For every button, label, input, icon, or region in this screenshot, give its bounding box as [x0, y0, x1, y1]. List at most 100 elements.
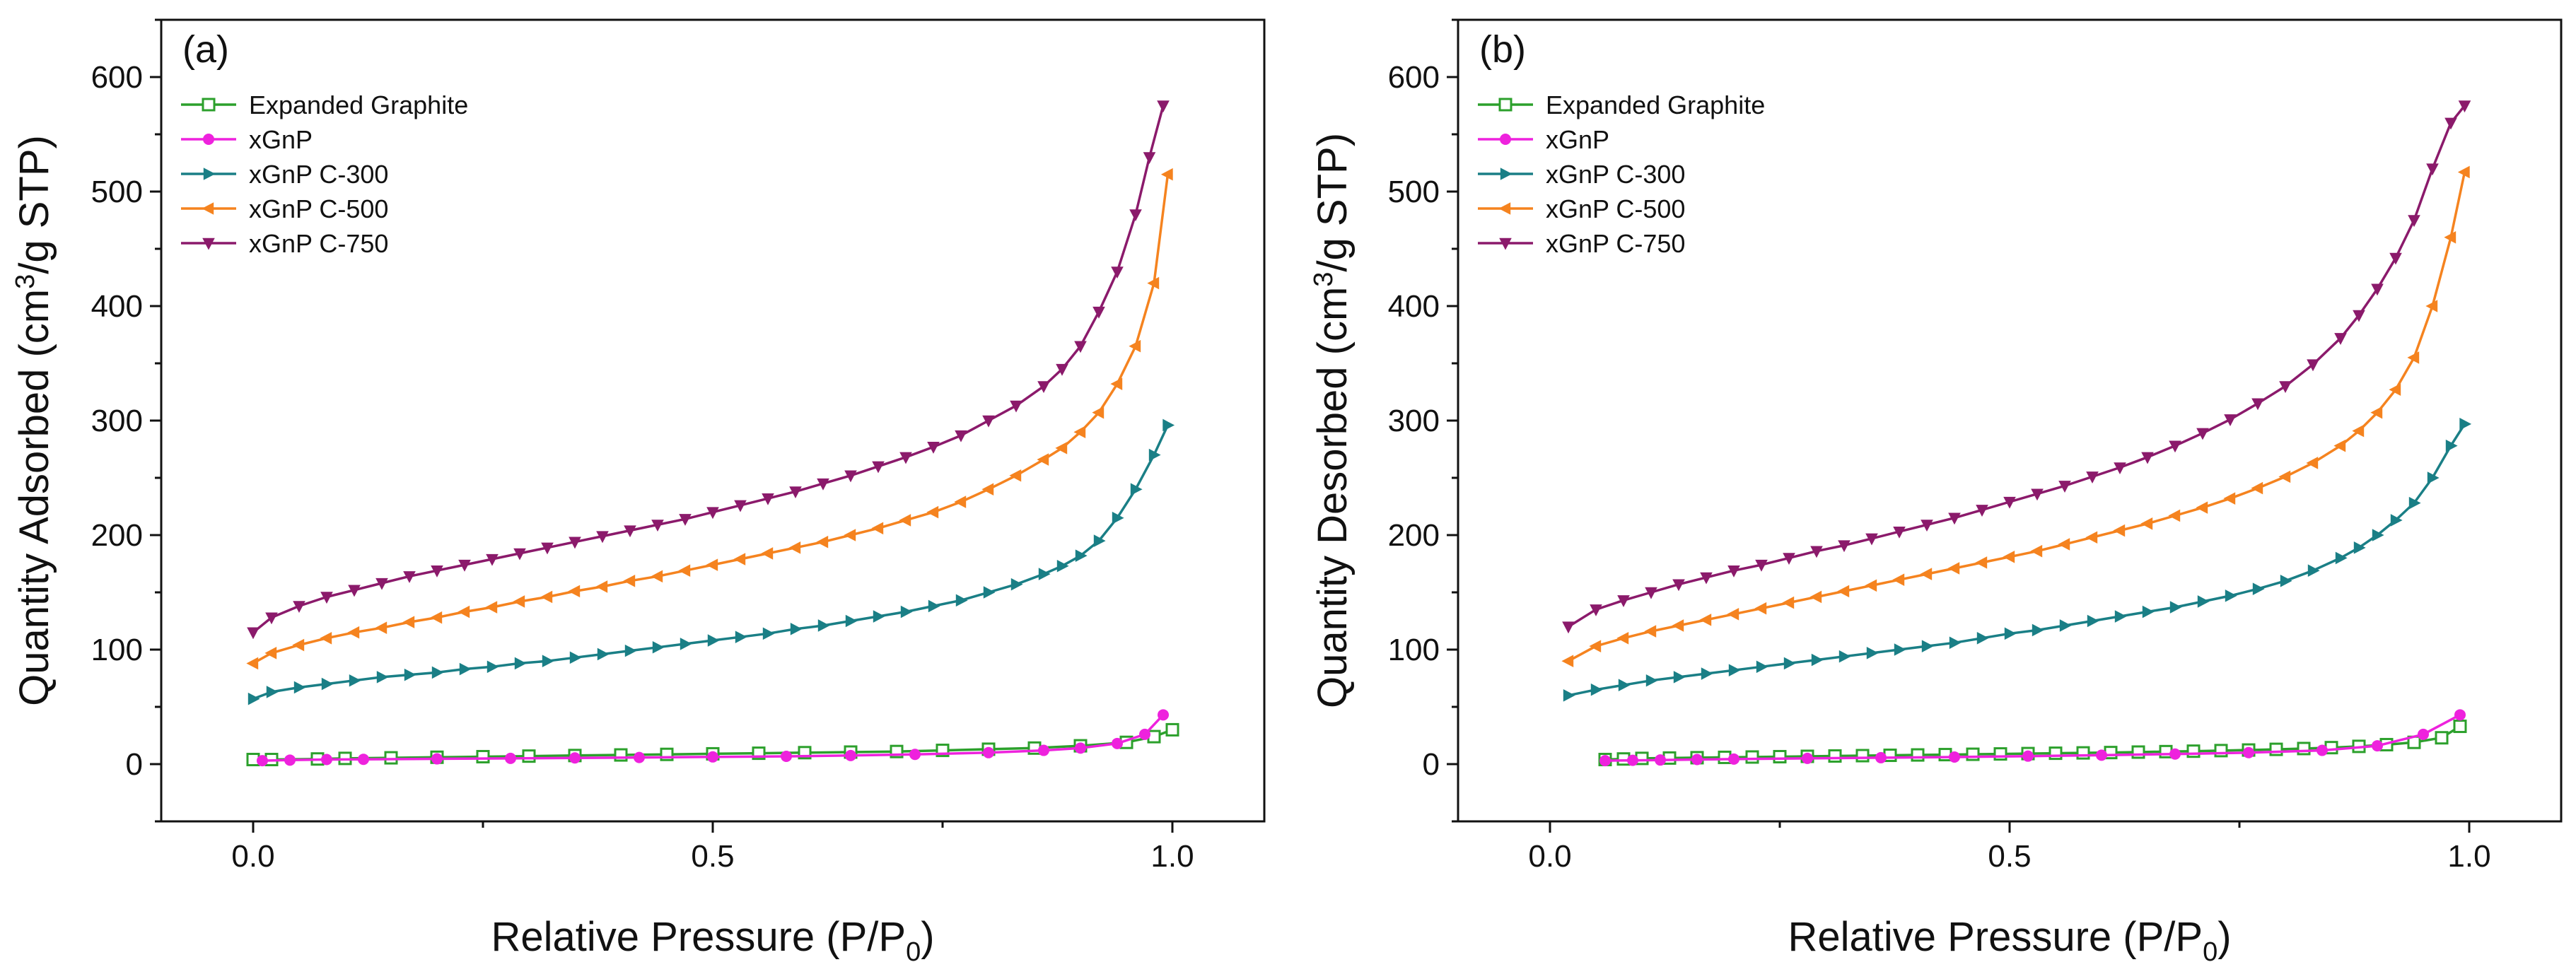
data-point [2087, 614, 2099, 628]
data-point [1809, 590, 1822, 604]
data-point [1782, 596, 1795, 609]
data-point [1075, 742, 1086, 754]
data-point [2086, 471, 2099, 483]
data-point [982, 415, 995, 428]
data-point [522, 749, 536, 763]
legend-marker [1500, 134, 1511, 145]
plot-frame [160, 18, 1266, 823]
x-tick-label: 0.5 [691, 839, 734, 874]
data-point [2408, 496, 2421, 510]
data-point [1056, 559, 1069, 573]
data-point [1147, 276, 1160, 290]
data-point [1129, 339, 1141, 353]
data-point [358, 754, 369, 766]
series-xgnp-c-750 [1562, 100, 2471, 634]
series-xgnp [257, 709, 1169, 767]
data-point [2334, 333, 2347, 345]
data-point [1010, 400, 1022, 413]
data-point [1837, 585, 1850, 598]
data-point [1802, 752, 1813, 764]
data-point [781, 750, 792, 762]
data-point [2030, 544, 2043, 558]
data-point [431, 666, 444, 679]
legend-marker [1500, 168, 1513, 180]
legend-label: xGnP C-750 [249, 229, 388, 258]
data-point [2458, 100, 2471, 113]
data-point [1010, 578, 1023, 591]
legend-label: xGnP C-500 [249, 194, 388, 223]
data-point [1111, 266, 1124, 279]
y-tick-label: 200 [91, 518, 143, 553]
data-point [1672, 619, 1684, 632]
data-point [2407, 351, 2420, 364]
data-point [404, 668, 416, 681]
data-point [2022, 750, 2034, 762]
legend-marker [202, 98, 216, 112]
data-point [1828, 749, 1842, 763]
data-point [2297, 741, 2311, 756]
series-xgnp-c-500 [1561, 165, 2470, 667]
data-point [2280, 575, 2292, 587]
legend-marker [1499, 238, 1512, 250]
data-point [1947, 562, 1960, 575]
data-point [1911, 748, 1925, 762]
data-point [1875, 751, 1887, 763]
data-point [2076, 746, 2090, 760]
data-point [2251, 481, 2263, 495]
data-point [2435, 731, 2449, 745]
data-point [733, 553, 746, 565]
data-point [1093, 534, 1106, 547]
data-point [1949, 636, 1962, 650]
x-tick-label: 0.0 [1528, 839, 1571, 874]
data-point [790, 623, 803, 635]
legend-marker [202, 238, 215, 250]
data-point [2096, 749, 2107, 761]
data-point [2114, 462, 2126, 475]
data-point [459, 662, 472, 676]
data-point [900, 605, 913, 619]
data-point [1700, 572, 1713, 585]
data-point [320, 632, 332, 645]
data-point [1691, 754, 1703, 766]
legend-marker [202, 202, 214, 215]
data-point [247, 627, 260, 640]
data-point [1728, 753, 1739, 765]
data-point [2186, 744, 2201, 758]
data-point [349, 674, 361, 687]
data-point [899, 514, 911, 527]
data-point [1754, 602, 1767, 615]
data-point [2214, 744, 2228, 758]
x-tick-label: 0.0 [231, 839, 274, 874]
data-point [2352, 424, 2365, 438]
data-point [348, 585, 361, 597]
y-tick-label: 200 [1388, 518, 1440, 553]
data-point [486, 660, 499, 674]
data-point [514, 657, 527, 670]
data-point [2333, 439, 2346, 452]
data-point [2196, 428, 2209, 440]
data-point [2459, 418, 2472, 430]
x-tick-label: 0.5 [1988, 839, 2031, 874]
data-point [928, 599, 940, 613]
data-point [264, 647, 277, 659]
data-point [1811, 653, 1824, 667]
data-point [735, 631, 747, 643]
data-point [2224, 414, 2237, 426]
data-point [1645, 674, 1658, 687]
data-point [293, 681, 306, 694]
data-point [1055, 442, 1068, 455]
data-point [1921, 640, 1934, 652]
legend-label: Expanded Graphite [1546, 90, 1765, 119]
data-point [2169, 601, 2182, 614]
data-point [1160, 168, 1173, 181]
data-point [403, 571, 416, 583]
data-point [1162, 418, 1175, 432]
data-point [2372, 740, 2383, 752]
data-point [1756, 660, 1768, 674]
data-point [1655, 754, 1666, 766]
data-point [2031, 488, 2044, 501]
series-line [1568, 172, 2466, 662]
data-point [568, 585, 581, 598]
data-point [1745, 750, 1759, 764]
data-point [2223, 492, 2236, 505]
